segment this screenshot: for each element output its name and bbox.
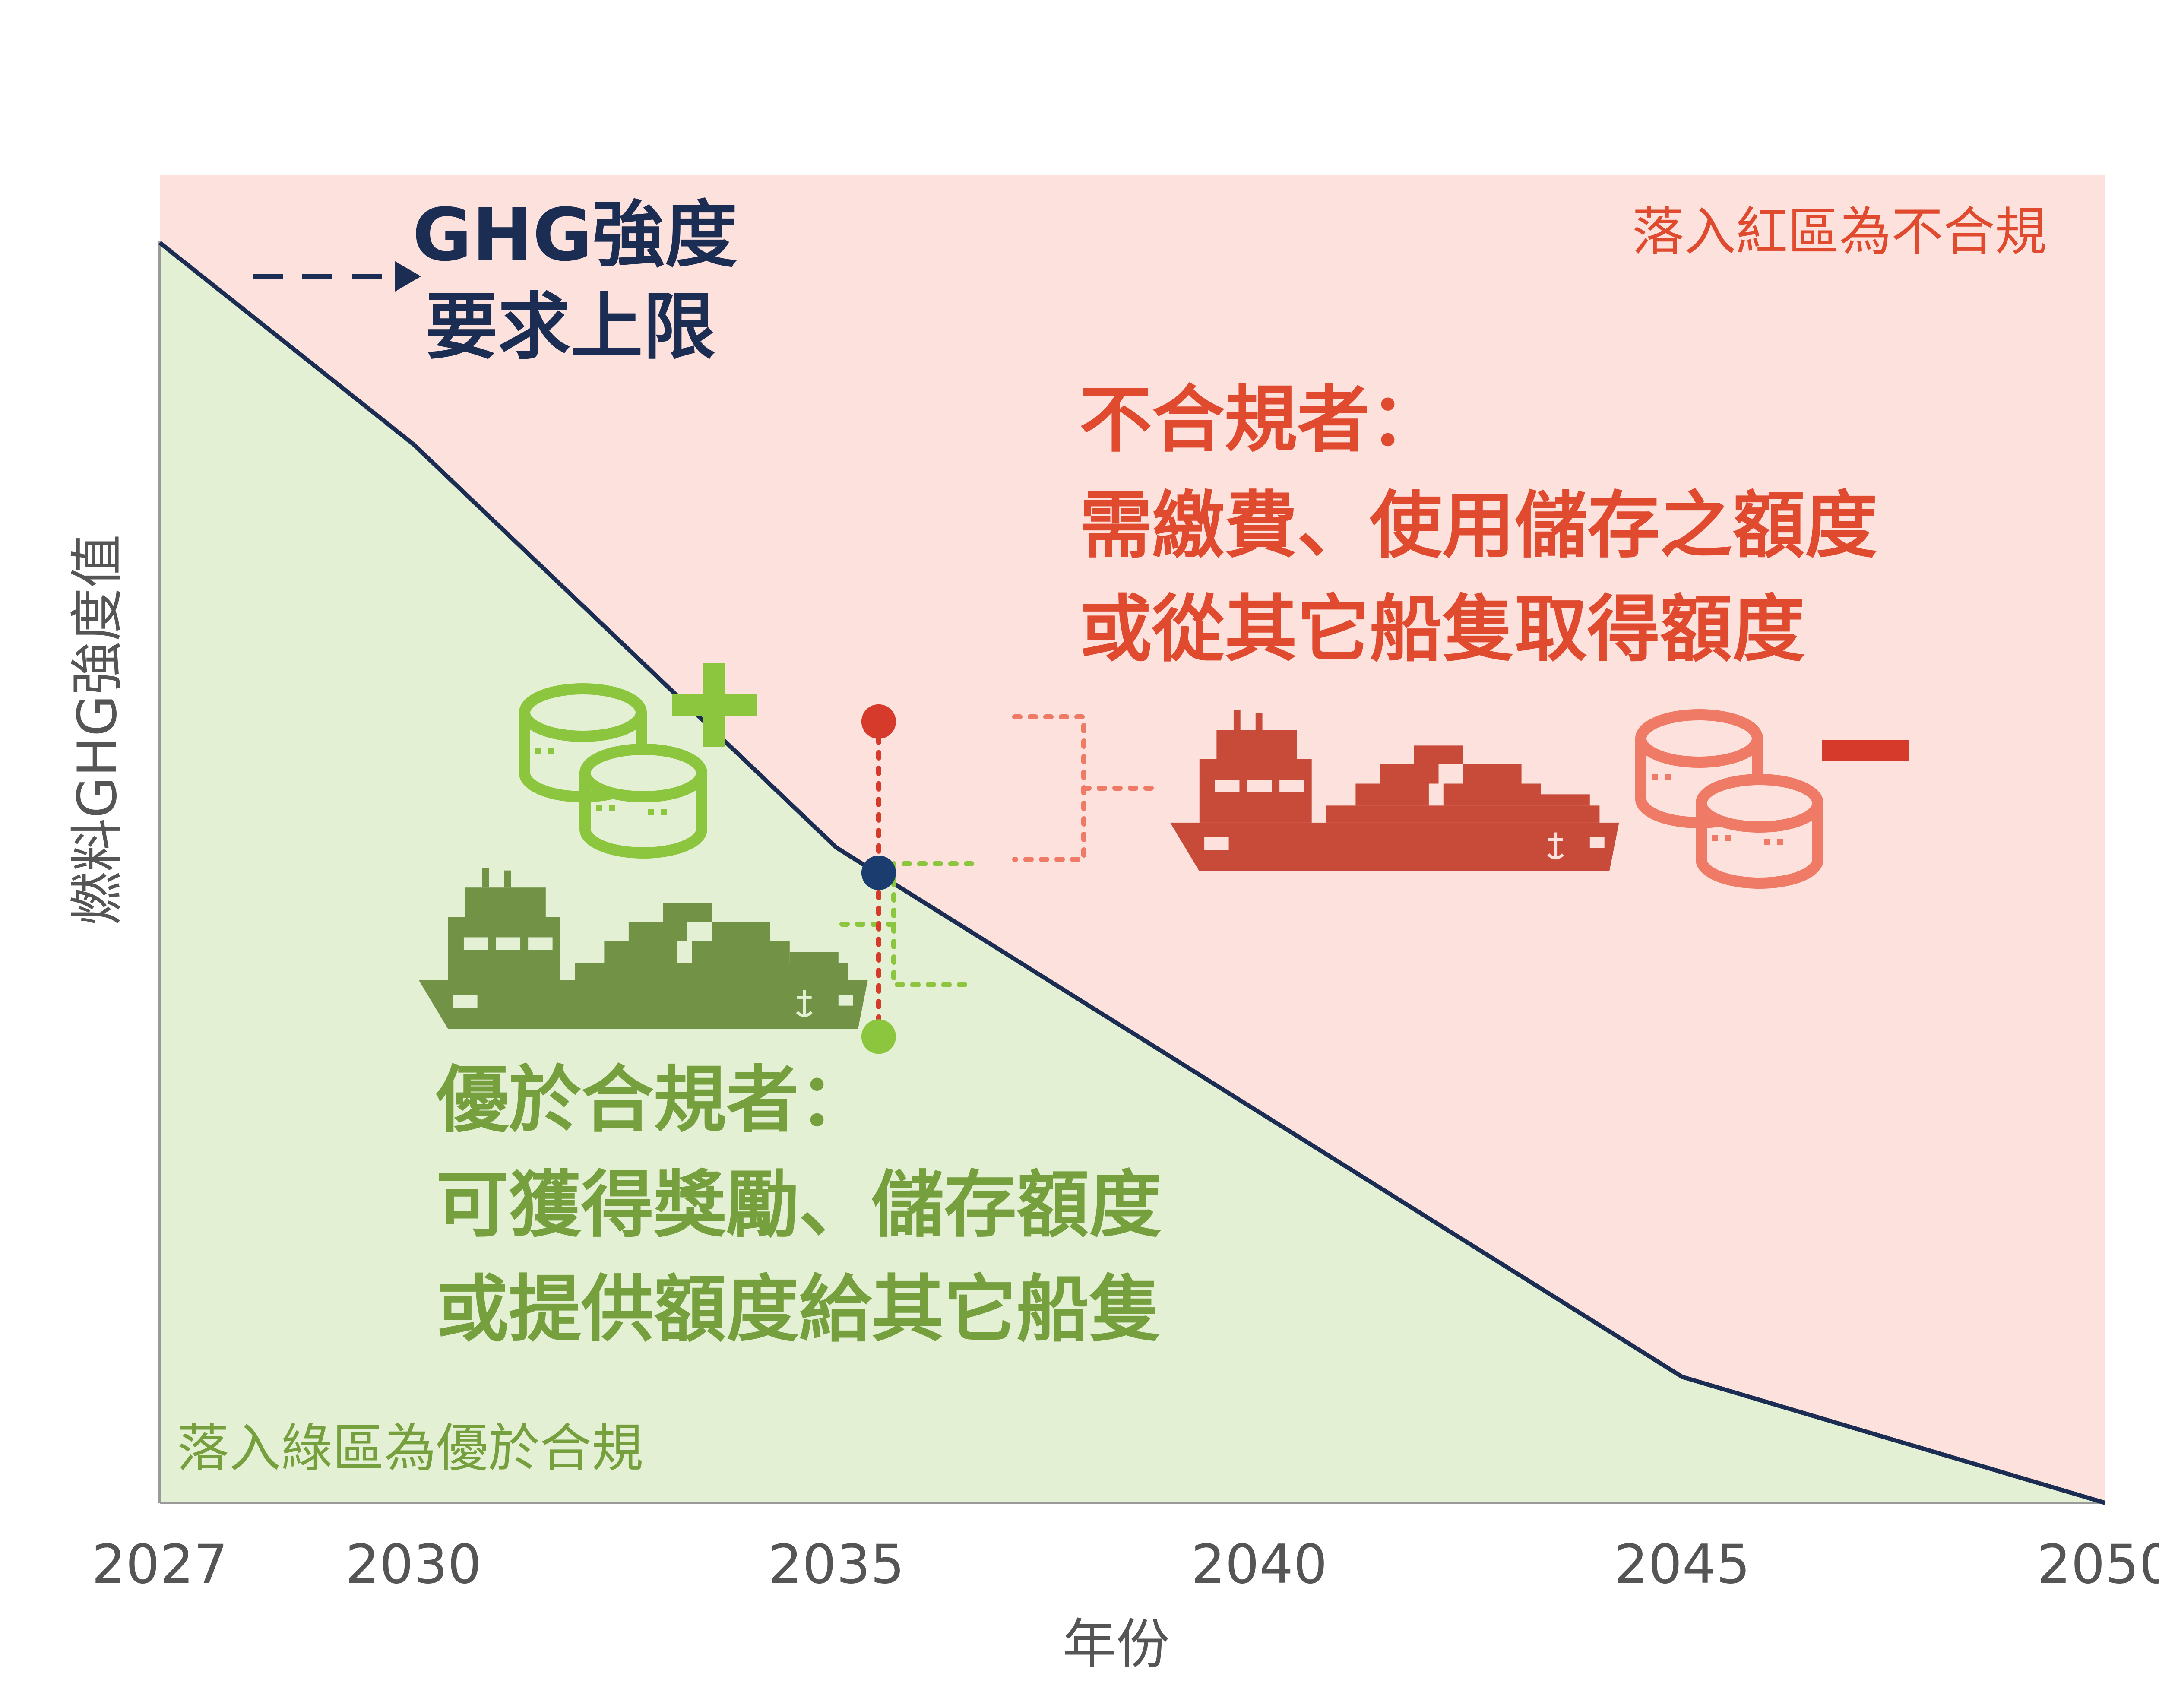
y-axis-title: 燃料GHG強度值 (66, 534, 129, 925)
minus-icon (1822, 740, 1909, 761)
cargo-ship-icon (419, 868, 868, 1029)
limit-pointer-arrow (253, 261, 421, 292)
limit-label-line-1: GHG強度 (412, 193, 737, 277)
overcompliant-line-3: 或提供額度給其它船隻 (436, 1267, 1162, 1352)
x-tick-label: 2030 (345, 1534, 482, 1596)
noncompliant-line-3: 或從其它船隻取得額度 (1080, 587, 1805, 672)
green-zone-label: 落入綠區為優於合規 (177, 1419, 643, 1479)
x-tick-label: 2035 (768, 1534, 905, 1596)
ghg-intensity-limit-line (158, 241, 2106, 1505)
red-zone-label: 落入紅區為不合規 (1632, 202, 2047, 262)
plus-icon (672, 663, 757, 747)
x-tick-label: 2040 (1191, 1534, 1328, 1596)
coin-stack-icon (1635, 709, 1823, 889)
x-tick-label: 2050 (2037, 1534, 2159, 1596)
noncompliant-heading: 不合規者： (1080, 377, 1442, 462)
overcompliant-point (861, 1019, 896, 1054)
over-compliance-zone (160, 243, 2105, 1503)
coin-stack-icon (519, 683, 707, 859)
x-tick-labels: 2027 2030 2035 2040 2045 2050 (92, 1534, 2159, 1596)
limit-label-line-2: 要求上限 (425, 285, 715, 369)
cargo-ship-icon (1170, 710, 1619, 871)
x-tick-label: 2045 (1614, 1534, 1751, 1596)
x-tick-label: 2027 (92, 1534, 228, 1596)
example-connectors (831, 714, 1164, 987)
noncompliant-point (861, 704, 896, 739)
noncompliant-line-2: 需繳費、使用儲存之額度 (1080, 483, 1877, 568)
x-axis-title: 年份 (1063, 1613, 1170, 1676)
overcompliant-heading: 優於合規者： (436, 1058, 871, 1142)
limit-point (861, 856, 896, 890)
overcompliant-line-2: 可獲得獎勵、儲存額度 (436, 1163, 1162, 1247)
